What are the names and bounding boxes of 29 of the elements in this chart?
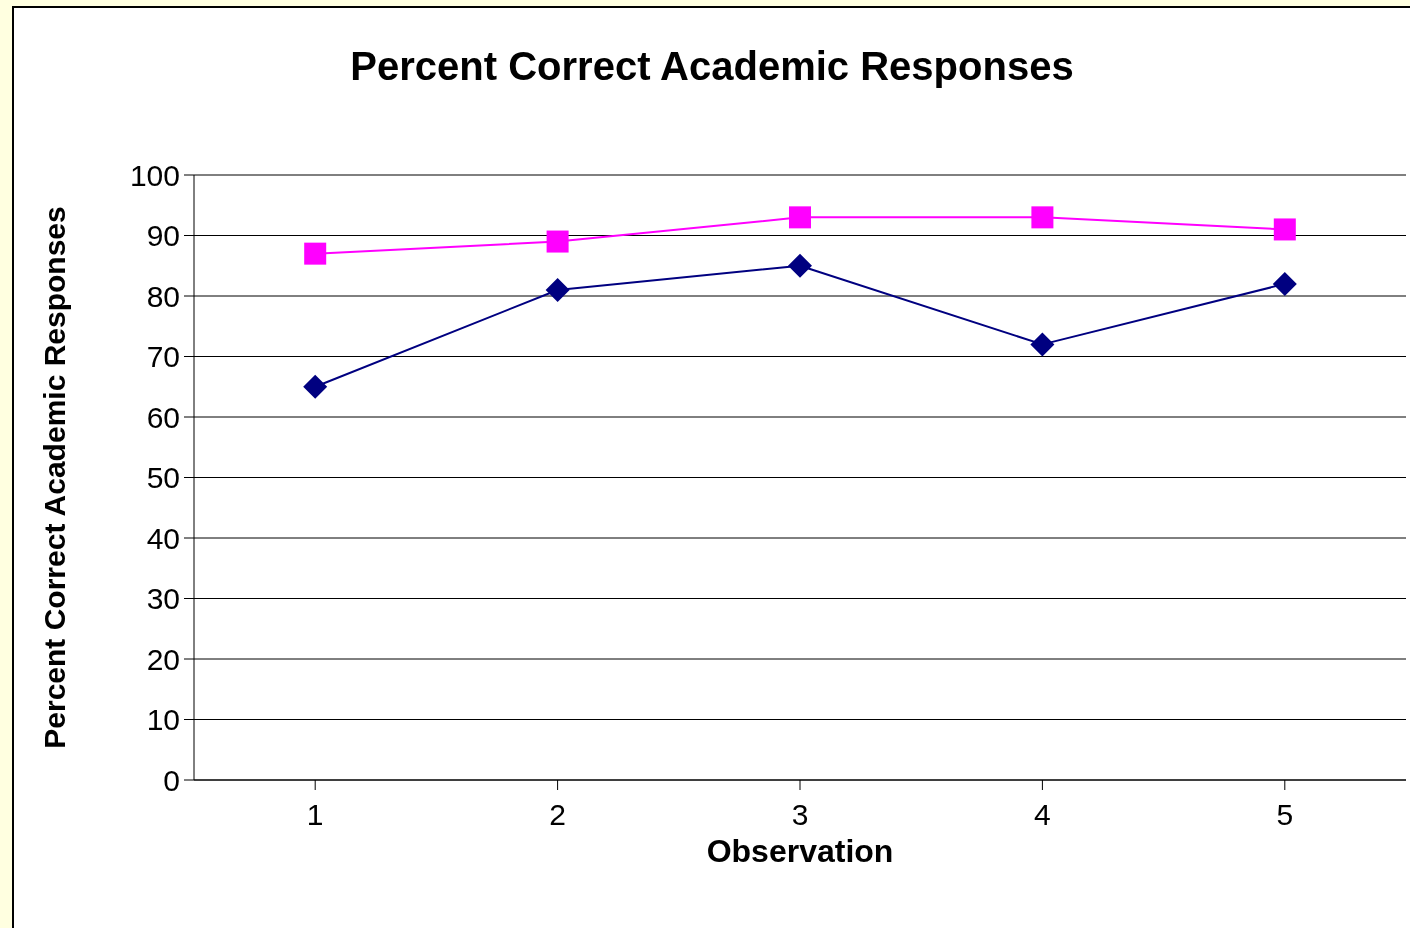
y-tick-label: 60 [146, 400, 180, 434]
point [1273, 218, 1296, 241]
x-tick-label: 5 [1276, 798, 1294, 832]
x-tick-label: 1 [306, 798, 324, 832]
point [788, 253, 812, 278]
point [1031, 206, 1054, 229]
y-tick-label: 0 [163, 763, 180, 797]
y-tick-label: 90 [146, 219, 180, 253]
y-axis-title: Percent Correct Academic Responses [37, 206, 71, 749]
y-tick-label: 70 [146, 340, 180, 374]
x-tick-label: 2 [549, 798, 566, 832]
y-tick-label: 80 [146, 279, 180, 313]
x-tick-label: 4 [1034, 798, 1051, 832]
point [545, 277, 570, 302]
y-tick-label: 40 [146, 521, 180, 555]
y-tick-label: 100 [129, 158, 180, 192]
y-tick-label: 30 [146, 582, 180, 616]
point [789, 206, 811, 229]
y-tick-label: 20 [146, 642, 180, 676]
x-axis-title: Observation [706, 833, 894, 869]
point [546, 230, 569, 253]
point [1272, 271, 1297, 296]
y-tick-label: 50 [146, 461, 180, 495]
point [304, 242, 327, 265]
chart-title: Percent Correct Academic Responses [349, 44, 1075, 89]
x-tick-label: 3 [791, 798, 809, 832]
point [1030, 332, 1055, 357]
point [303, 374, 328, 399]
y-tick-label: 10 [146, 703, 180, 737]
